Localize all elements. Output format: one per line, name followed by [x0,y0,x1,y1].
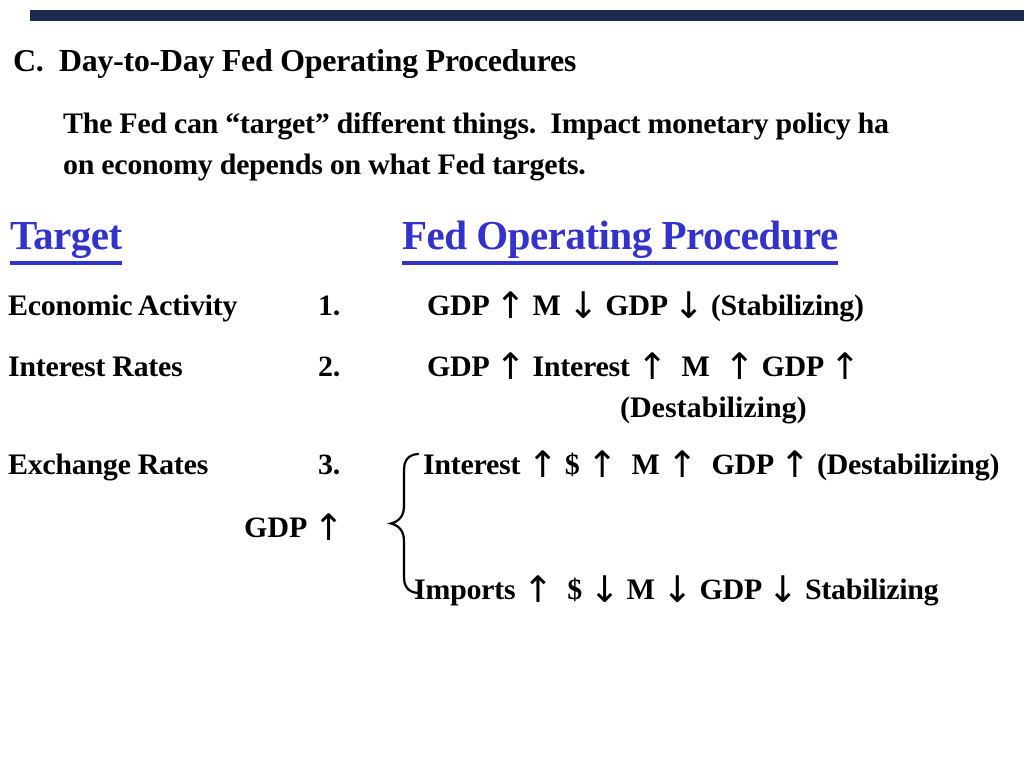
up-arrow-icon: ↑ [779,442,810,486]
down-arrow-icon: ↓ [567,283,599,327]
number-cell: 3. [318,448,340,481]
procedure-cell: Interest ↑ $ ↑ M ↑ GDP ↑ (Destabilizing) [423,442,1000,486]
destabilizing-wrap-note: (Destabilizing) [620,391,807,424]
column-header-procedure-label: Fed Operating Procedure [402,211,838,265]
down-arrow-icon: ↓ [767,567,798,611]
column-header-target-label: Target [10,211,122,265]
up-arrow-icon: ↑ [522,567,553,611]
intro-line-1: The Fed can “target” different things. I… [63,107,889,140]
curly-brace [386,452,420,595]
target-cell: Interest Rates [8,350,183,383]
intro-line-2: on economy depends on what Fed targets. [63,148,586,181]
up-arrow-icon: ↑ [494,344,526,388]
column-header-target: Target [10,211,122,265]
target-cell: Economic Activity [8,289,238,322]
procedure-cell: GDP ↑ Interest ↑ M ↑ GDP ↑ [427,344,860,388]
up-arrow-icon: ↑ [723,344,755,388]
up-arrow-icon: ↑ [636,344,668,388]
number-cell: 2. [318,350,340,383]
down-arrow-icon: ↓ [673,283,704,327]
target-cell: Exchange Rates [8,448,208,481]
procedure-cell: GDP ↑ M ↓ GDP ↓ (Stabilizing) [427,283,864,327]
up-arrow-icon: ↑ [829,344,860,388]
up-arrow-icon: ↑ [313,505,344,549]
gdp-up-note: GDP ↑ [244,505,344,549]
top-decoration-bar [30,10,1024,21]
column-header-procedure: Fed Operating Procedure [402,211,838,265]
imports-line: Imports ↑ $ ↓ M ↓ GDP ↓ Stabilizing [414,567,939,611]
intro-paragraph: The Fed can “target” different things. I… [63,103,1024,185]
number-cell: 1. [318,289,340,322]
up-arrow-icon: ↑ [494,283,526,327]
up-arrow-icon: ↑ [666,442,698,486]
up-arrow-icon: ↑ [527,442,558,486]
up-arrow-icon: ↑ [586,442,618,486]
slide-title: C. Day-to-Day Fed Operating Procedures [13,42,577,78]
down-arrow-icon: ↓ [589,567,620,611]
down-arrow-icon: ↓ [661,567,693,611]
